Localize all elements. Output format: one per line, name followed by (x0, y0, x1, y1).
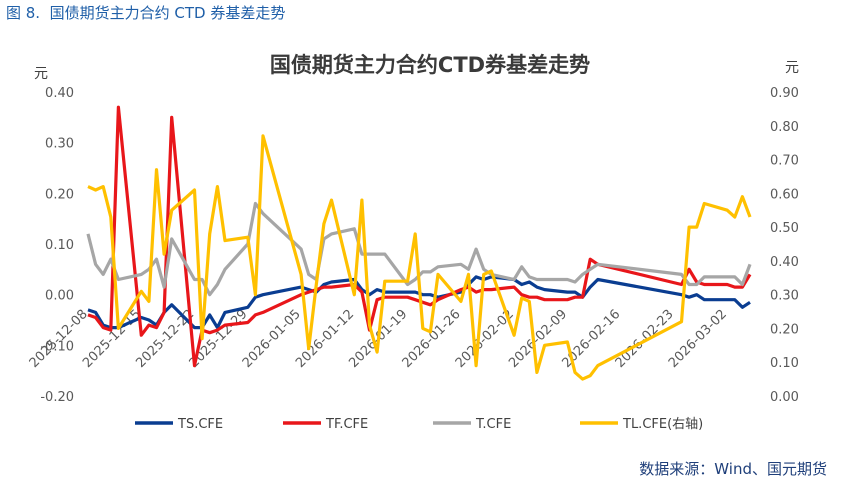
y-right-tick-label: 0.80 (770, 120, 799, 135)
series-line-tl-cfe (87, 134, 752, 381)
y-left-tick-label: -0.20 (40, 390, 74, 405)
y-right-tick-label: 0.60 (770, 187, 799, 202)
y-left-tick-label: 0.20 (45, 187, 74, 202)
y-left-tick-label: 0.40 (45, 86, 74, 101)
y-axis-left-unit: 元 (34, 66, 48, 82)
y-left-tick-label: -0.10 (40, 339, 74, 354)
y-right-tick-label: 0.40 (770, 255, 799, 270)
y-left-tick-label: 0.10 (45, 238, 74, 253)
data-source: 数据来源：Wind、国元期货 (639, 460, 827, 478)
legend-label: TF.CFE (325, 417, 368, 432)
y-left-tick-label: 0.30 (45, 137, 74, 152)
y-axis-right-unit: 元 (785, 60, 799, 76)
y-left-tick-label: 0.00 (45, 289, 74, 304)
legend-label: TL.CFE(右轴) (622, 417, 703, 432)
legend: TS.CFE TF.CFE T.CFE TL.CFE(右轴) (135, 417, 703, 432)
legend-label: TS.CFE (177, 417, 223, 432)
y-axis-left-ticks: 0.40 0.30 0.20 0.10 0.00 -0.10 -0.20 (40, 86, 74, 405)
y-right-tick-label: 0.00 (770, 390, 799, 405)
y-right-tick-label: 0.70 (770, 154, 799, 169)
y-right-tick-label: 0.10 (770, 356, 799, 371)
y-axis-right-ticks: 0.90 0.80 0.70 0.60 0.50 0.40 0.30 0.20 0.10 0.00 (770, 86, 799, 405)
series-line-t-cfe (86, 201, 752, 297)
series-line-tf-cfe (87, 105, 752, 368)
series-line-ts-cfe (87, 275, 751, 330)
legend-label: T.CFE (475, 417, 511, 432)
figure-caption: 图 8. 国债期货主力合约 CTD 券基差走势 (6, 2, 285, 23)
y-right-tick-label: 0.50 (770, 221, 799, 236)
chart-title: 国债期货主力合约CTD券基差走势 (270, 53, 590, 77)
figure-label: 图 8. (6, 4, 41, 22)
y-right-tick-label: 0.90 (770, 86, 799, 101)
y-right-tick-label: 0.30 (770, 289, 799, 304)
series-lines (86, 105, 752, 381)
figure-caption-text: 国债期货主力合约 CTD 券基差走势 (49, 4, 286, 22)
y-right-tick-label: 0.20 (770, 322, 799, 337)
